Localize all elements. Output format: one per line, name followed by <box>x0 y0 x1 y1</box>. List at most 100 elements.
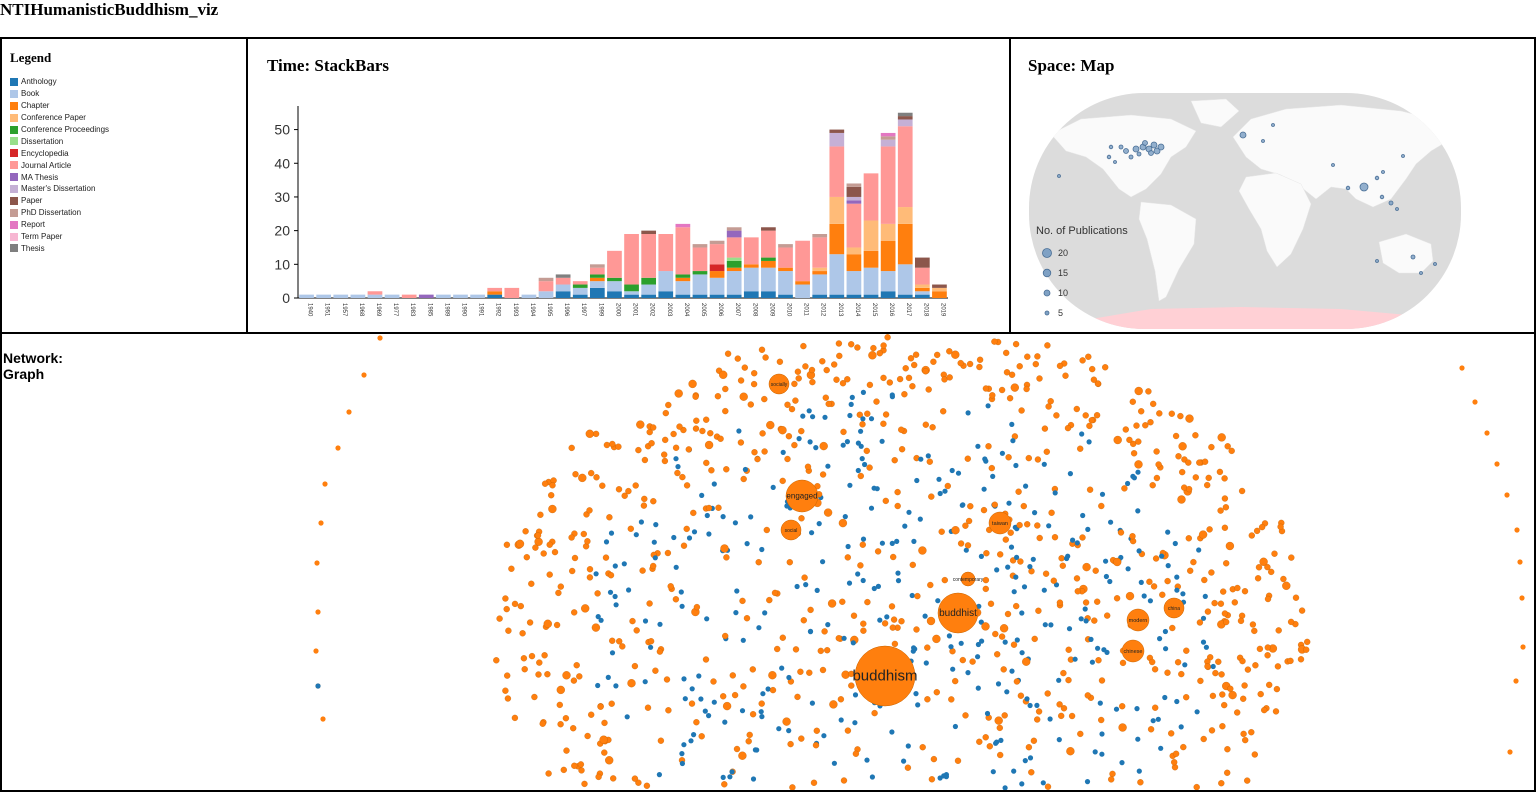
bar-segment[interactable] <box>709 294 725 298</box>
network-node-blue[interactable] <box>1080 512 1086 519</box>
network-node-orange[interactable] <box>549 482 556 489</box>
network-node-orange[interactable] <box>1513 678 1519 684</box>
network-node-blue[interactable] <box>995 681 1002 687</box>
network-node-orange[interactable] <box>1002 536 1009 543</box>
network-node-orange[interactable] <box>503 541 511 548</box>
network-node-blue[interactable] <box>691 529 698 535</box>
network-node-orange[interactable] <box>690 509 697 517</box>
network-node-orange[interactable] <box>1504 492 1510 498</box>
network-node-orange[interactable] <box>798 515 805 522</box>
bar-segment[interactable] <box>572 284 588 288</box>
network-node-orange[interactable] <box>1287 618 1295 626</box>
bar-segment[interactable] <box>812 267 828 272</box>
network-node-orange[interactable] <box>750 380 758 388</box>
network-node-orange[interactable] <box>766 596 773 604</box>
network-node-blue[interactable] <box>613 602 619 608</box>
bar-segment[interactable] <box>658 234 674 272</box>
network-node-blue[interactable] <box>1172 540 1178 547</box>
network-node-blue[interactable] <box>679 751 685 757</box>
network-node-orange[interactable] <box>515 539 525 548</box>
network-node-orange[interactable] <box>1211 599 1218 607</box>
network-node-orange[interactable] <box>572 471 579 478</box>
bar-segment[interactable] <box>897 294 913 298</box>
bar-segment[interactable] <box>880 146 896 224</box>
network-node-orange[interactable] <box>570 677 578 684</box>
network-node-orange[interactable] <box>1494 461 1500 467</box>
network-node-blue[interactable] <box>1203 644 1209 650</box>
network-node-orange[interactable] <box>1275 627 1282 634</box>
network-node-orange[interactable] <box>1134 386 1143 396</box>
network-node-orange[interactable] <box>1091 617 1098 624</box>
map-point[interactable] <box>1113 160 1117 164</box>
bar-segment[interactable] <box>795 281 810 285</box>
network-node-blue[interactable] <box>740 637 746 643</box>
map-point[interactable] <box>1148 150 1154 156</box>
bar-segment[interactable] <box>367 294 383 298</box>
bar-segment[interactable] <box>367 291 383 295</box>
bar-segment[interactable] <box>572 287 588 295</box>
network-node-orange[interactable] <box>1088 417 1095 424</box>
network-node-orange[interactable] <box>746 731 753 739</box>
network-node-orange[interactable] <box>1255 564 1263 571</box>
network-node-orange[interactable] <box>504 695 512 702</box>
network-node-blue[interactable] <box>633 532 639 538</box>
network-node-orange[interactable] <box>1231 599 1238 606</box>
network-node-orange[interactable] <box>731 691 739 699</box>
map-point[interactable] <box>1123 148 1129 154</box>
network-node-orange[interactable] <box>496 615 503 622</box>
network-node-blue[interactable] <box>759 546 765 553</box>
network-node-orange[interactable] <box>672 596 680 603</box>
network-node-orange[interactable] <box>982 734 989 741</box>
network-node-blue[interactable] <box>1011 768 1017 774</box>
network-node-orange[interactable] <box>569 567 576 575</box>
network-node-orange[interactable] <box>724 350 732 357</box>
bar-segment[interactable] <box>897 207 913 224</box>
network-node-orange[interactable] <box>1237 617 1245 625</box>
network-node-orange[interactable] <box>873 398 880 405</box>
network-node-blue[interactable] <box>821 733 827 739</box>
network-node-orange[interactable] <box>1248 729 1255 736</box>
network-node-orange[interactable] <box>1178 442 1187 451</box>
bar-segment[interactable] <box>761 257 776 261</box>
network-node-orange[interactable] <box>1036 534 1043 542</box>
network-node-orange[interactable] <box>982 576 990 584</box>
network-node-orange[interactable] <box>688 379 697 389</box>
bar-segment[interactable] <box>418 294 434 298</box>
network-node-orange[interactable] <box>1156 410 1163 417</box>
network-node-blue[interactable] <box>852 720 858 726</box>
network-node-orange[interactable] <box>1240 730 1247 738</box>
network-node-orange[interactable] <box>1013 678 1021 685</box>
network-node-orange[interactable] <box>1205 474 1212 482</box>
network-node-blue[interactable] <box>1099 491 1106 497</box>
network-node-orange[interactable] <box>896 375 904 383</box>
network-node-orange[interactable] <box>318 520 324 526</box>
network-node-blue[interactable] <box>914 477 920 484</box>
network-node-orange[interactable] <box>741 364 748 371</box>
network-node-orange[interactable] <box>635 446 642 454</box>
network-node-orange[interactable] <box>930 755 938 763</box>
bar-segment[interactable] <box>607 291 622 298</box>
network-node-blue[interactable] <box>698 696 704 702</box>
network-node-orange[interactable] <box>594 590 601 597</box>
network-node-orange[interactable] <box>1204 663 1211 670</box>
bar-segment[interactable] <box>436 294 451 298</box>
network-node-orange[interactable] <box>508 565 515 572</box>
network-node-blue[interactable] <box>864 757 870 763</box>
network-node-orange[interactable] <box>722 632 729 640</box>
network-node-orange[interactable] <box>1113 557 1122 567</box>
network-node-orange[interactable] <box>519 630 526 637</box>
network-node-orange[interactable] <box>905 374 913 382</box>
bar-segment[interactable] <box>846 247 862 255</box>
network-node-orange[interactable] <box>563 747 570 754</box>
network-node-orange[interactable] <box>839 380 847 387</box>
network-node-orange[interactable] <box>771 589 779 597</box>
network-node-orange[interactable] <box>1020 502 1027 510</box>
network-node-orange[interactable] <box>581 780 588 788</box>
bar-segment[interactable] <box>812 271 828 275</box>
network-node-orange[interactable] <box>761 448 768 455</box>
network-node-orange[interactable] <box>1113 595 1121 602</box>
bar-segment[interactable] <box>880 139 896 147</box>
network-node-orange[interactable] <box>1273 685 1281 693</box>
network-node-blue[interactable] <box>909 592 915 599</box>
bar-segment[interactable] <box>846 200 862 204</box>
